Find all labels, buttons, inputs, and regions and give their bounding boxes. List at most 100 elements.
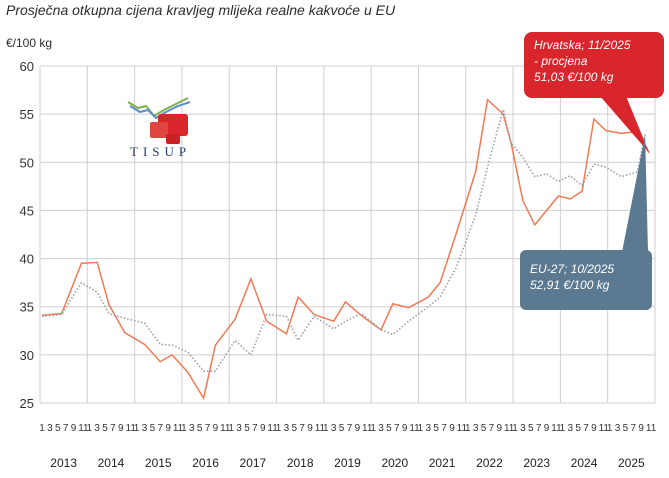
x-month-tick-label: 11	[646, 423, 657, 434]
callout-pointers	[600, 96, 650, 252]
x-month-tick-label: 1	[512, 423, 518, 434]
x-year-label: 2025	[618, 456, 645, 470]
x-year-label: 2022	[476, 456, 503, 470]
x-month-tick-label: 1	[86, 423, 92, 434]
x-month-tick-label: 11	[599, 423, 610, 434]
x-month-tick-label: 5	[291, 423, 297, 434]
x-month-tick-label: 11	[126, 423, 137, 434]
series-line-eu27	[41, 109, 646, 373]
x-month-tick-label: 11	[409, 423, 420, 434]
x-month-tick-label: 11	[315, 423, 326, 434]
x-month-tick-label: 9	[71, 423, 77, 434]
x-month-tick-label: 11	[551, 423, 562, 434]
x-month-tick-label: 1	[465, 423, 471, 434]
x-month-tick-label: 3	[473, 423, 479, 434]
x-month-tick-label: 3	[142, 423, 148, 434]
x-month-tick-label: 9	[118, 423, 124, 434]
x-month-tick-label: 7	[63, 423, 69, 434]
x-year-label: 2015	[145, 456, 172, 470]
x-year-label: 2016	[192, 456, 219, 470]
croatia-callout-line1: Hrvatska; 11/2025	[534, 38, 631, 52]
x-month-tick-label: 11	[362, 423, 373, 434]
series-line-croatia	[41, 98, 650, 401]
x-month-tick-label: 5	[102, 423, 108, 434]
croatia-callout-line2: - procjena	[534, 54, 588, 68]
x-month-tick-label: 5	[55, 423, 61, 434]
x-month-tick-label: 1	[560, 423, 566, 434]
x-month-tick-label: 7	[536, 423, 542, 434]
y-tick-label: 25	[20, 396, 34, 411]
tisup-logo: TISUP	[126, 96, 196, 166]
x-year-label: 2021	[429, 456, 456, 470]
x-month-tick-label: 9	[307, 423, 313, 434]
x-month-tick-label: 3	[378, 423, 384, 434]
x-month-tick-label: 5	[197, 423, 203, 434]
x-year-label: 2018	[287, 456, 314, 470]
x-year-label: 2014	[98, 456, 125, 470]
x-month-tick-label: 1	[276, 423, 282, 434]
tisup-logo-mark: TISUP	[127, 97, 191, 159]
x-month-tick-label: 3	[284, 423, 290, 434]
y-tick-label: 50	[20, 155, 34, 170]
x-month-tick-label: 7	[489, 423, 495, 434]
y-tick-label: 45	[20, 203, 34, 218]
x-month-tick-label: 3	[615, 423, 621, 434]
x-month-tick-label: 7	[347, 423, 353, 434]
x-month-tick-label: 11	[504, 423, 515, 434]
x-month-tick-label: 7	[252, 423, 258, 434]
x-year-label: 2024	[571, 456, 598, 470]
chart-title: Prosječna otkupna cijena kravljeg mlijek…	[6, 2, 396, 18]
eu-callout-pointer	[622, 134, 648, 252]
eu-callout-value: 52,91 €/100 kg	[530, 278, 610, 292]
x-year-label: 2020	[381, 456, 408, 470]
x-month-tick-label: 9	[260, 423, 266, 434]
x-month-tick-label: 3	[94, 423, 100, 434]
x-month-tick-label: 3	[426, 423, 432, 434]
eu-callout: EU-27; 10/2025 52,91 €/100 kg	[520, 250, 652, 310]
x-month-tick-label: 11	[267, 423, 278, 434]
x-axis-month-ticks: 1 3 5 7 9 111 3 5 7 9 111 3 5 7 9 111 3 5 7 9 111 3 5 7 9 111 3 5 7 9…	[39, 423, 657, 434]
x-month-tick-label: 9	[591, 423, 597, 434]
x-month-tick-label: 7	[394, 423, 400, 434]
x-month-tick-label: 5	[386, 423, 392, 434]
x-month-tick-label: 11	[457, 423, 468, 434]
x-month-tick-label: 7	[299, 423, 305, 434]
x-month-tick-label: 5	[528, 423, 534, 434]
x-month-tick-label: 11	[78, 423, 89, 434]
x-month-tick-label: 9	[355, 423, 361, 434]
chart-series-lines	[41, 98, 650, 401]
x-year-label: 2023	[523, 456, 550, 470]
x-month-tick-label: 9	[638, 423, 644, 434]
x-month-tick-label: 5	[150, 423, 156, 434]
x-month-tick-label: 1	[39, 423, 45, 434]
x-month-tick-label: 5	[623, 423, 629, 434]
x-month-tick-label: 7	[157, 423, 163, 434]
x-month-tick-label: 3	[520, 423, 526, 434]
x-month-tick-label: 9	[449, 423, 455, 434]
x-axis-year-labels: 2013 2014 2015 2016 2017 2018 2019 2020 2021 2022…	[50, 456, 645, 470]
x-year-label: 2013	[50, 456, 77, 470]
x-month-tick-label: 11	[220, 423, 231, 434]
x-month-tick-label: 5	[433, 423, 439, 434]
x-month-tick-label: 9	[496, 423, 502, 434]
croatia-callout-value: 51,03 €/100 kg	[534, 70, 614, 84]
x-month-tick-label: 7	[583, 423, 589, 434]
x-month-tick-label: 1	[370, 423, 376, 434]
y-tick-label: 35	[20, 300, 34, 315]
x-month-tick-label: 3	[236, 423, 242, 434]
x-month-tick-label: 5	[575, 423, 581, 434]
y-axis-unit-label: €/100 kg	[6, 36, 53, 50]
x-year-label: 2019	[334, 456, 361, 470]
x-month-tick-label: 1	[228, 423, 234, 434]
y-axis-ticks: 25 30 35 40 45 50 55 60	[20, 59, 34, 411]
y-tick-label: 60	[20, 59, 34, 74]
croatia-callout-pointer	[600, 96, 650, 153]
x-month-tick-label: 9	[165, 423, 171, 434]
croatia-callout: Hrvatska; 11/2025 - procjena 51,03 €/100…	[524, 32, 664, 98]
x-month-tick-label: 7	[441, 423, 447, 434]
x-month-tick-label: 5	[481, 423, 487, 434]
x-month-tick-label: 11	[173, 423, 184, 434]
x-month-tick-label: 9	[213, 423, 219, 434]
x-year-label: 2017	[240, 456, 267, 470]
x-month-tick-label: 1	[607, 423, 613, 434]
